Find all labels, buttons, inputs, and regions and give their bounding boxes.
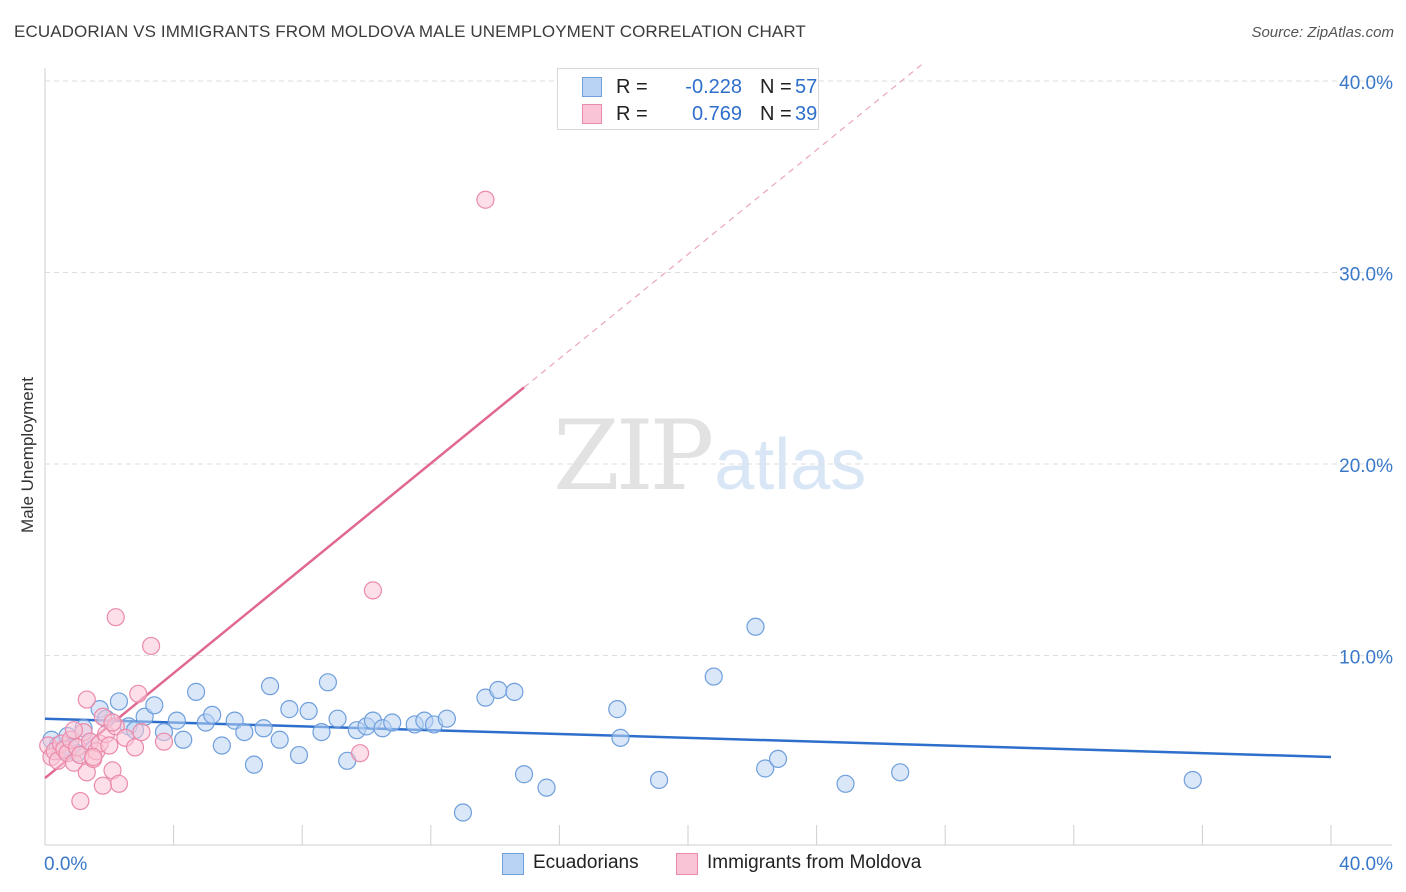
point-ecuadorian — [145, 696, 164, 715]
point-moldova — [476, 190, 495, 209]
y-axis-label: Male Unemployment — [18, 377, 37, 533]
point-moldova — [125, 738, 145, 757]
point-ecuadorian — [836, 774, 855, 793]
point-ecuadorian — [244, 755, 264, 774]
trend-lines — [44, 63, 1332, 780]
point-ecuadorian — [768, 749, 788, 769]
legend-n-value: 39 — [795, 103, 818, 125]
y-tick-label: 30.0% — [1339, 265, 1393, 286]
point-moldova — [103, 713, 122, 732]
point-ecuadorian — [174, 730, 193, 749]
legend-swatch-blue — [502, 853, 524, 875]
point-ecuadorian — [608, 700, 627, 719]
legend-swatch-blue — [582, 77, 602, 97]
point-ecuadorian — [203, 705, 222, 724]
point-ecuadorian — [537, 778, 556, 797]
watermark: ZIPatlas — [553, 400, 866, 512]
source-label: Source: ZipAtlas.com — [1251, 24, 1394, 41]
point-ecuadorian — [167, 711, 186, 730]
x-tick-label: 40.0% — [1339, 854, 1393, 875]
point-ecuadorian — [328, 709, 347, 728]
grid-lines — [45, 80, 1392, 656]
point-ecuadorian — [260, 677, 280, 696]
correlation-legend: R = -0.228 N = 57 R = 0.769 N = 39 — [557, 68, 819, 130]
legend-swatch-pink — [676, 853, 698, 875]
point-moldova — [106, 608, 125, 627]
legend-r-label: R = — [616, 76, 648, 98]
chart-title: ECUADORIAN VS IMMIGRANTS FROM MOLDOVA MA… — [14, 22, 806, 41]
point-ecuadorian — [649, 770, 669, 790]
point-ecuadorian — [704, 667, 723, 686]
point-moldova — [77, 690, 96, 709]
point-moldova — [132, 722, 151, 742]
point-ecuadorian — [289, 745, 309, 765]
point-ecuadorian — [611, 728, 630, 747]
point-moldova — [93, 776, 112, 795]
point-ecuadorian — [312, 722, 331, 742]
point-moldova — [363, 581, 383, 600]
point-ecuadorian — [756, 759, 775, 778]
legend-n-label: N = — [760, 76, 792, 98]
trend-line-moldova — [44, 386, 525, 780]
legend-label: Ecuadorians — [533, 852, 639, 873]
point-ecuadorian — [1183, 770, 1202, 790]
point-ecuadorian — [254, 719, 273, 738]
y-tick-label: 20.0% — [1339, 456, 1393, 477]
legend-label: Immigrants from Moldova — [707, 852, 922, 873]
legend-r-label: R = — [616, 103, 648, 125]
point-ecuadorian — [891, 763, 910, 782]
point-moldova — [109, 774, 129, 793]
watermark-atlas: atlas — [714, 425, 867, 505]
point-ecuadorian — [235, 722, 254, 742]
point-moldova — [350, 744, 370, 763]
trend-line-moldova-extension — [523, 63, 924, 388]
y-tick-label: 40.0% — [1339, 73, 1393, 94]
point-moldova — [129, 684, 148, 703]
point-moldova — [64, 721, 84, 740]
point-ecuadorian — [212, 736, 231, 755]
point-ecuadorian — [318, 673, 338, 692]
legend-r-value: -0.228 — [685, 76, 742, 98]
legend-n-value: 57 — [795, 76, 818, 98]
point-ecuadorian — [109, 692, 129, 711]
point-ecuadorian — [505, 682, 524, 701]
point-ecuadorian — [280, 700, 299, 719]
point-moldova — [71, 791, 90, 811]
point-ecuadorian — [453, 803, 473, 822]
legend-r-value: 0.769 — [691, 103, 742, 125]
data-points — [39, 190, 1202, 822]
point-moldova — [100, 736, 119, 755]
legend-swatch-pink — [582, 104, 602, 124]
y-tick-label: 10.0% — [1339, 648, 1393, 669]
legend-n-label: N = — [760, 103, 792, 125]
point-ecuadorian — [383, 713, 402, 732]
axes — [44, 68, 1392, 846]
point-moldova — [154, 732, 174, 751]
point-moldova — [84, 747, 103, 767]
x-tick-label: 0.0% — [44, 854, 87, 875]
point-ecuadorian — [270, 730, 289, 749]
point-ecuadorian — [514, 765, 534, 784]
point-ecuadorian — [299, 701, 318, 721]
point-ecuadorian — [437, 709, 456, 728]
point-ecuadorian — [187, 682, 206, 701]
watermark-zip: ZIP — [553, 400, 714, 512]
point-moldova — [141, 636, 161, 656]
point-ecuadorian — [489, 680, 508, 700]
point-ecuadorian — [746, 617, 765, 636]
tick-labels: 10.0% 20.0% 30.0% 40.0% 0.0% 40.0% — [44, 73, 1393, 875]
